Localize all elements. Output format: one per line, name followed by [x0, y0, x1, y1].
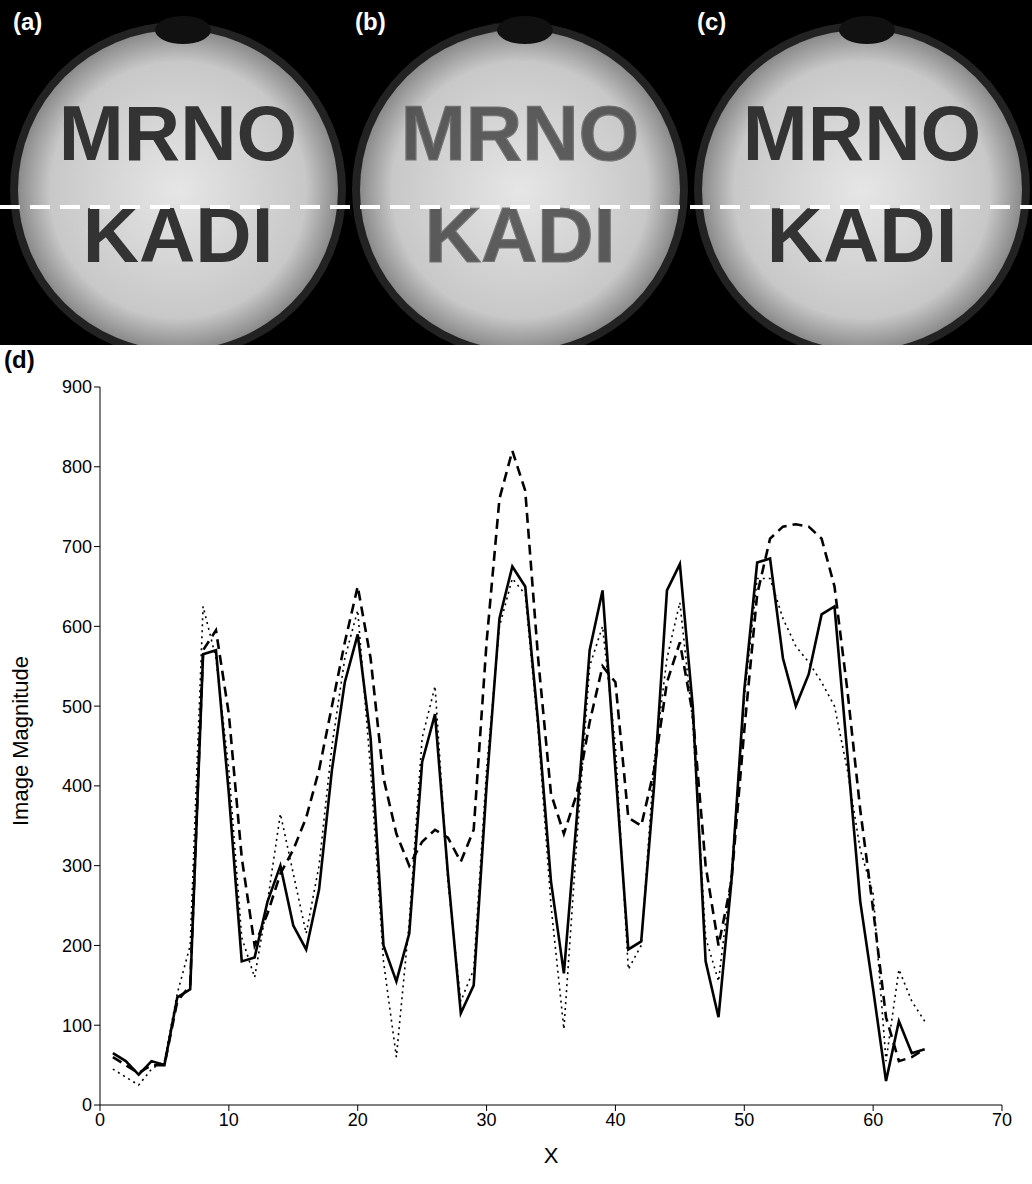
- svg-text:(c): (c): [697, 8, 726, 35]
- html-text:(d): (d): [4, 346, 35, 373]
- svg-text:X: X: [544, 1143, 559, 1168]
- svg-text:Image Magnitude: Image Magnitude: [8, 656, 33, 826]
- svg-text:60: 60: [863, 1110, 883, 1130]
- svg-text:KADI: KADI: [767, 191, 958, 279]
- svg-text:400: 400: [62, 776, 92, 796]
- svg-text:20: 20: [348, 1110, 368, 1130]
- svg-text:10: 10: [219, 1110, 239, 1130]
- svg-text:70: 70: [992, 1110, 1012, 1130]
- svg-text:300: 300: [62, 856, 92, 876]
- svg-text:200: 200: [62, 936, 92, 956]
- svg-text:KADI: KADI: [83, 191, 274, 279]
- svg-text:MRNO: MRNO: [743, 89, 981, 177]
- svg-text:(b): (b): [355, 8, 386, 35]
- svg-text:100: 100: [62, 1016, 92, 1036]
- svg-text:900: 900: [62, 377, 92, 397]
- svg-text:600: 600: [62, 617, 92, 637]
- svg-text:(a): (a): [13, 8, 42, 35]
- svg-text:KADI: KADI: [425, 191, 616, 279]
- svg-text:40: 40: [605, 1110, 625, 1130]
- svg-text:0: 0: [82, 1095, 92, 1115]
- svg-text:500: 500: [62, 697, 92, 717]
- svg-text:50: 50: [734, 1110, 754, 1130]
- svg-text:800: 800: [62, 457, 92, 477]
- svg-text:MRNO: MRNO: [59, 89, 297, 177]
- svg-text:MRNO: MRNO: [401, 89, 639, 177]
- svg-text:700: 700: [62, 537, 92, 557]
- svg-text:0: 0: [95, 1110, 105, 1130]
- svg-text:30: 30: [477, 1110, 497, 1130]
